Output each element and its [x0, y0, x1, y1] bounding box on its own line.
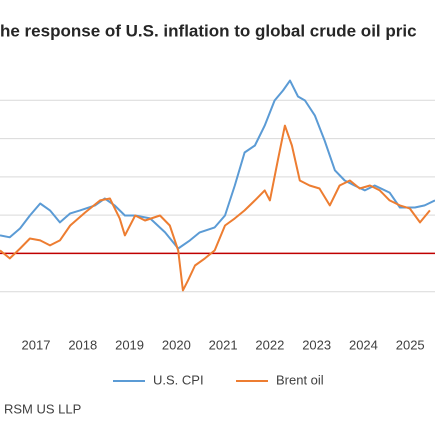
chart-title: he response of U.S. inflation to global …	[0, 21, 417, 40]
data-line	[0, 124, 431, 292]
x-tick-label: 2017	[22, 337, 51, 352]
legend-label: U.S. CPI	[153, 372, 204, 387]
x-tick-label: 2025	[396, 337, 425, 352]
x-tick-label: 2019	[115, 337, 144, 352]
x-tick-label: 2024	[349, 337, 378, 352]
x-tick-label: 2020	[162, 337, 191, 352]
x-tick-label: 2022	[255, 337, 284, 352]
x-tick-label: 2021	[209, 337, 238, 352]
data-line	[0, 79, 435, 250]
legend-label: Brent oil	[276, 372, 324, 387]
x-tick-label: 2023	[302, 337, 331, 352]
source: RSM US LLP	[4, 401, 81, 416]
x-tick-label: 2018	[68, 337, 97, 352]
